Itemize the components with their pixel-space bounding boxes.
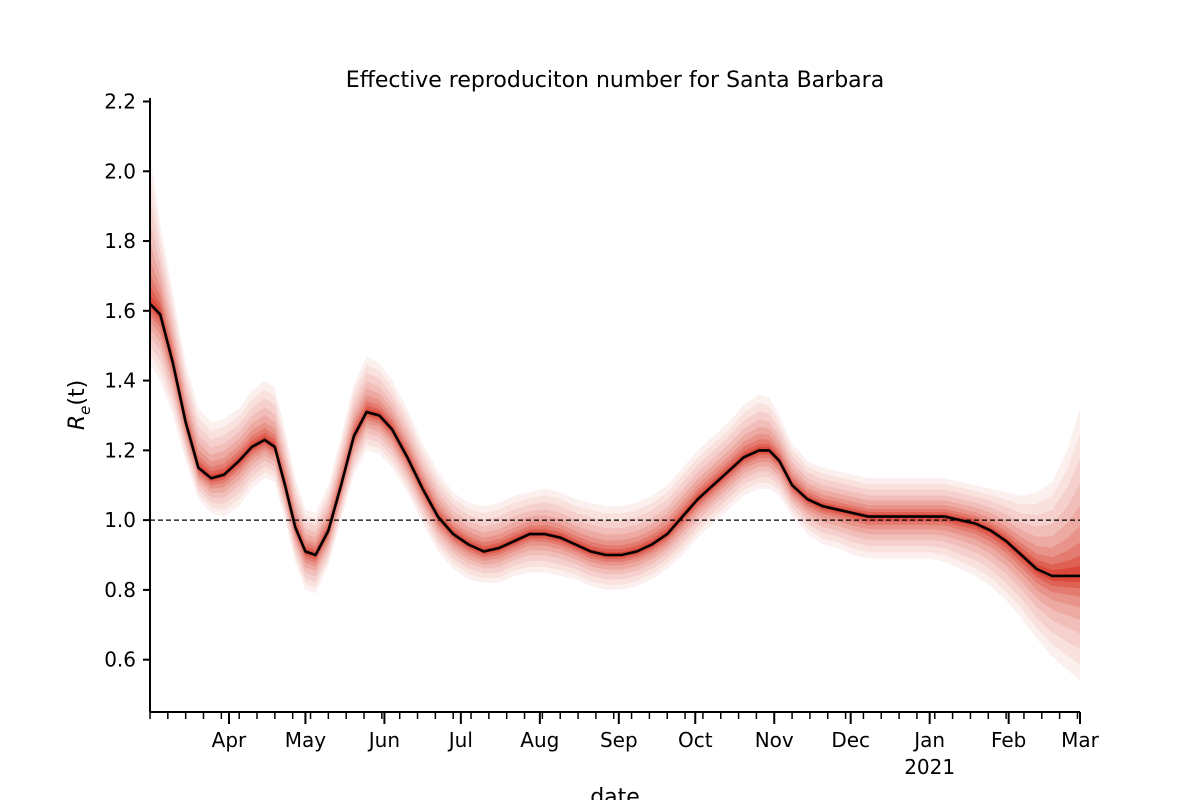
x-tick-label-jun: Jun [367,728,400,752]
median-series [149,302,1080,578]
axes: 0.6 0.8 1.0 1.2 1.4 1.6 1.8 2.0 2.2 Apr May Jun Jul A… [104,89,1099,779]
y-tick-label: 1.4 [104,369,136,393]
x-tick-label-oct: Oct [678,728,713,752]
y-tick-label: 1.2 [104,438,136,462]
uncertainty-band-3 [150,221,1080,634]
y-tick-label: 2.0 [104,159,136,183]
uncertainty-band-8 [150,294,1080,583]
y-axis-label-argument: (t) [65,380,90,406]
y-axis-label: Re(t) [65,380,94,430]
uncertainty-band-1 [150,176,1080,665]
x-tick-label-nov: Nov [755,728,794,752]
uncertainty-band-0 [150,153,1080,681]
x-tick-label-jan: Jan [912,728,945,752]
x-axis-label: date [590,785,640,800]
uncertainty-band-6 [150,273,1080,597]
x-tick-label-dec: Dec [831,728,870,752]
x-tick-label-sep: Sep [600,728,638,752]
y-tick-label: 0.8 [104,578,136,602]
y-tick-label: 1.6 [104,299,136,323]
median-line [149,302,1080,578]
y-axis-label-base: R [65,415,90,430]
x-tick-label-mar: Mar [1061,728,1100,752]
x-tick-label-apr: Apr [212,728,247,752]
x-tick-label-may: May [285,728,327,752]
uncertainty-band-4 [150,240,1080,620]
y-tick-label: 1.0 [104,508,136,532]
y-tick-label: 1.8 [104,229,136,253]
uncertainty-bands [150,153,1080,681]
y-tick-label: 2.2 [104,89,136,113]
chart-title: Effective reproduciton number for Santa … [346,68,884,93]
y-axis-label-subscript: e [76,406,94,415]
x-tick-label-aug: Aug [520,728,559,752]
uncertainty-band-2 [150,198,1080,650]
x-tick-label-feb: Feb [991,728,1026,752]
x-tick-label-jul: Jul [447,728,473,752]
x-tick-sublabel: 2021 [904,755,955,779]
y-tick-label: 0.6 [104,648,136,672]
